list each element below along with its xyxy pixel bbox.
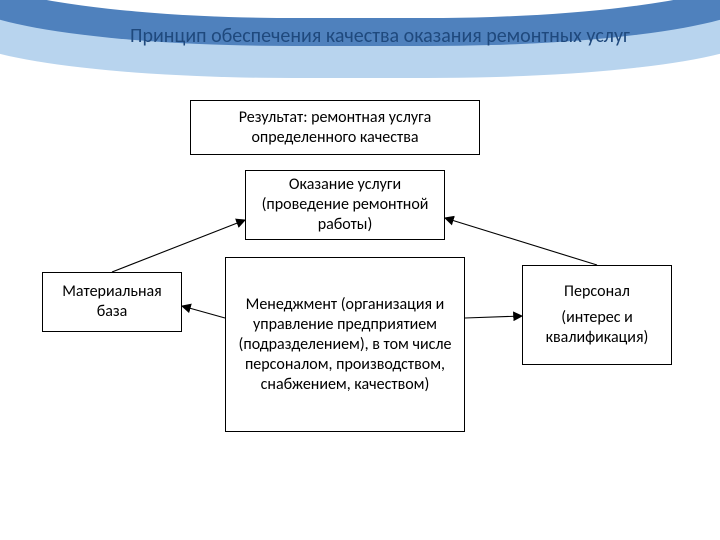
node-personnel: Персонал (интерес и квалификация) — [522, 265, 672, 365]
slide-title: Принцип обеспечения качества оказания ре… — [120, 24, 640, 49]
personnel-line2: (интерес и квалификация) — [531, 308, 663, 348]
personnel-line1: Персонал — [531, 282, 663, 302]
node-material: Материальная база — [42, 272, 182, 332]
node-management: Менеджмент (организация и управление пре… — [225, 257, 465, 432]
node-result: Результат: ремонтная услуга определенног… — [190, 100, 480, 155]
edge-management_right-to-personnel_left — [465, 316, 522, 318]
edge-management_left-to-material_right — [182, 306, 225, 318]
node-service: Оказание услуги (проведение ремонтной ра… — [245, 170, 445, 240]
edge-personnel_top-to-service_right — [445, 218, 597, 265]
